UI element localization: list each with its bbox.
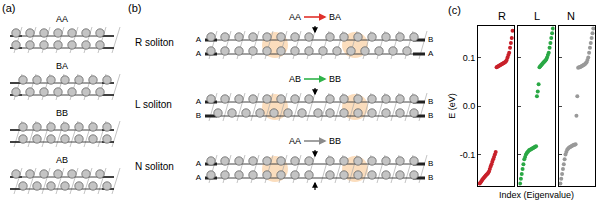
svg-text:A: A <box>196 35 202 44</box>
svg-text:BA: BA <box>56 61 68 71</box>
svg-text:B: B <box>428 111 433 120</box>
svg-text:AA: AA <box>289 12 301 22</box>
svg-text:L: L <box>534 10 540 22</box>
svg-text:A: A <box>196 173 202 182</box>
svg-text:A: A <box>196 159 202 168</box>
svg-text:B: B <box>428 173 433 182</box>
svg-text:-0.1: -0.1 <box>460 150 476 160</box>
svg-text:BB: BB <box>329 136 341 146</box>
svg-text:A: A <box>196 97 202 106</box>
svg-text:(b): (b) <box>128 2 141 14</box>
svg-text:AB: AB <box>289 74 301 84</box>
svg-text:E (eV): E (eV) <box>447 93 457 119</box>
svg-text:B: B <box>428 159 433 168</box>
svg-text:A: A <box>428 49 434 58</box>
svg-text:AB: AB <box>56 155 68 165</box>
svg-text:AA: AA <box>289 136 301 146</box>
svg-text:0.1: 0.1 <box>463 53 476 63</box>
svg-text:BA: BA <box>329 12 341 22</box>
svg-text:R soliton: R soliton <box>135 37 174 48</box>
svg-text:BB: BB <box>329 74 341 84</box>
svg-text:(a): (a) <box>2 2 15 14</box>
svg-text:BB: BB <box>56 108 68 118</box>
svg-text:B: B <box>196 111 201 120</box>
svg-text:Index (Eigenvalue): Index (Eigenvalue) <box>499 190 574 200</box>
svg-text:(c): (c) <box>448 4 461 16</box>
svg-text:N: N <box>567 10 575 22</box>
svg-text:0.0: 0.0 <box>463 101 476 111</box>
svg-text:R: R <box>498 10 506 22</box>
svg-text:A: A <box>196 49 202 58</box>
svg-text:N soliton: N soliton <box>135 161 174 172</box>
svg-text:AA: AA <box>56 14 68 24</box>
svg-text:L soliton: L soliton <box>135 99 172 110</box>
svg-text:B: B <box>428 97 433 106</box>
svg-text:B: B <box>428 35 433 44</box>
